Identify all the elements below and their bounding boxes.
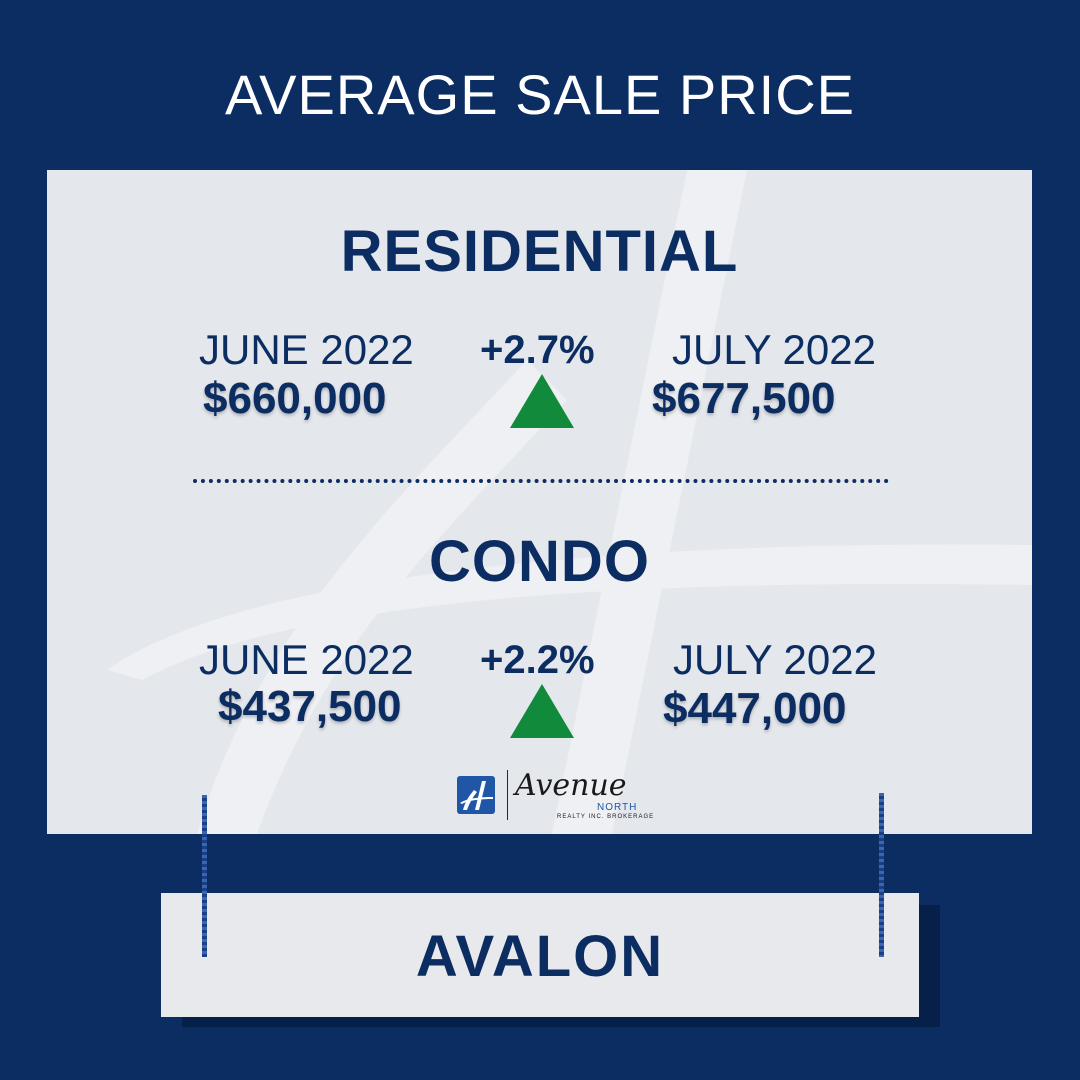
triangle-up-icon xyxy=(510,374,574,428)
brand-mark-icon xyxy=(457,776,495,814)
location-sign: AVALON xyxy=(161,893,919,1017)
page-title: AVERAGE SALE PRICE xyxy=(224,63,856,126)
condo-title: CONDO xyxy=(429,529,650,594)
sign-rope-right xyxy=(879,793,884,957)
section-divider xyxy=(193,479,889,483)
condo-july-label: JULY 2022 xyxy=(673,636,877,683)
logo-separator xyxy=(507,770,508,820)
logo-north: NORTH xyxy=(597,802,638,813)
stats-panel: RESIDENTIAL JUNE 2022 $660,000 +2.7% JUL… xyxy=(47,170,1032,834)
condo-july-price: $447,000 xyxy=(663,684,847,733)
residential-july-label: JULY 2022 xyxy=(672,326,876,373)
logo-subtitle: REALTY INC. BROKERAGE xyxy=(557,814,655,820)
triangle-up-icon xyxy=(510,684,574,738)
residential-title: RESIDENTIAL xyxy=(340,219,739,284)
location-label: AVALON xyxy=(415,924,665,989)
watermark-a-logo xyxy=(107,170,1032,834)
condo-june-label: JUNE 2022 xyxy=(199,636,414,683)
condo-june-price: $437,500 xyxy=(218,682,402,731)
residential-july-price: $677,500 xyxy=(652,374,836,423)
residential-june-price: $660,000 xyxy=(203,374,387,423)
residential-change: +2.7% xyxy=(480,328,595,372)
residential-june-label: JUNE 2022 xyxy=(199,326,414,373)
condo-change: +2.2% xyxy=(480,638,595,682)
sign-rope-left xyxy=(202,795,207,957)
logo-wordmark: Avenue xyxy=(515,768,627,803)
